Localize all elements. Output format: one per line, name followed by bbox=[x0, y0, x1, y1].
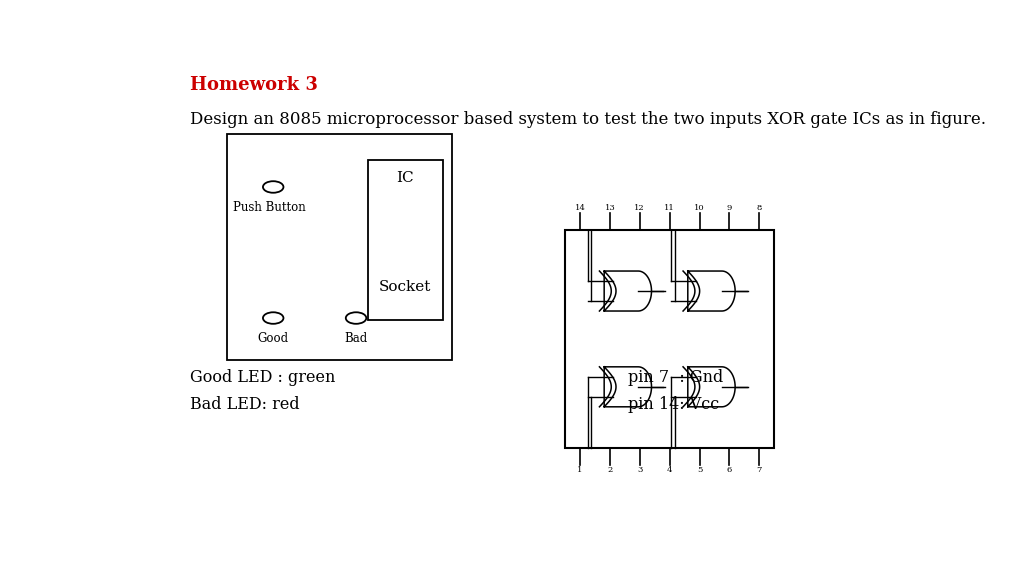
Bar bbox=[227, 134, 452, 360]
Text: pin 7  : Gnd: pin 7 : Gnd bbox=[628, 369, 724, 386]
Text: 2: 2 bbox=[608, 466, 613, 474]
Text: 12: 12 bbox=[634, 204, 645, 212]
Text: 7: 7 bbox=[756, 466, 761, 474]
Text: Homework 3: Homework 3 bbox=[190, 76, 319, 94]
Text: 6: 6 bbox=[727, 466, 732, 474]
Text: Good: Good bbox=[258, 332, 289, 345]
Text: Socket: Socket bbox=[379, 280, 432, 294]
Text: Good LED : green: Good LED : green bbox=[190, 369, 336, 386]
Bar bbox=[367, 160, 443, 320]
Text: 8: 8 bbox=[756, 204, 761, 212]
Text: pin 14: Vcc: pin 14: Vcc bbox=[628, 396, 720, 413]
Text: Bad LED: red: Bad LED: red bbox=[190, 396, 300, 413]
Text: 9: 9 bbox=[727, 204, 732, 212]
Text: 3: 3 bbox=[637, 466, 642, 474]
Text: 4: 4 bbox=[667, 466, 673, 474]
Text: 14: 14 bbox=[574, 204, 585, 212]
Text: Push Button: Push Button bbox=[233, 201, 305, 213]
Text: 5: 5 bbox=[697, 466, 702, 474]
Text: 13: 13 bbox=[605, 204, 615, 212]
Text: 10: 10 bbox=[694, 204, 704, 212]
Bar bbox=[550, 212, 790, 466]
Text: 11: 11 bbox=[665, 204, 675, 212]
Bar bbox=[565, 230, 775, 448]
Text: IC: IC bbox=[397, 171, 414, 185]
Text: 1: 1 bbox=[577, 466, 582, 474]
Text: Bad: Bad bbox=[344, 332, 367, 345]
Text: Design an 8085 microprocessor based system to test the two inputs XOR gate ICs a: Design an 8085 microprocessor based syst… bbox=[190, 111, 986, 129]
